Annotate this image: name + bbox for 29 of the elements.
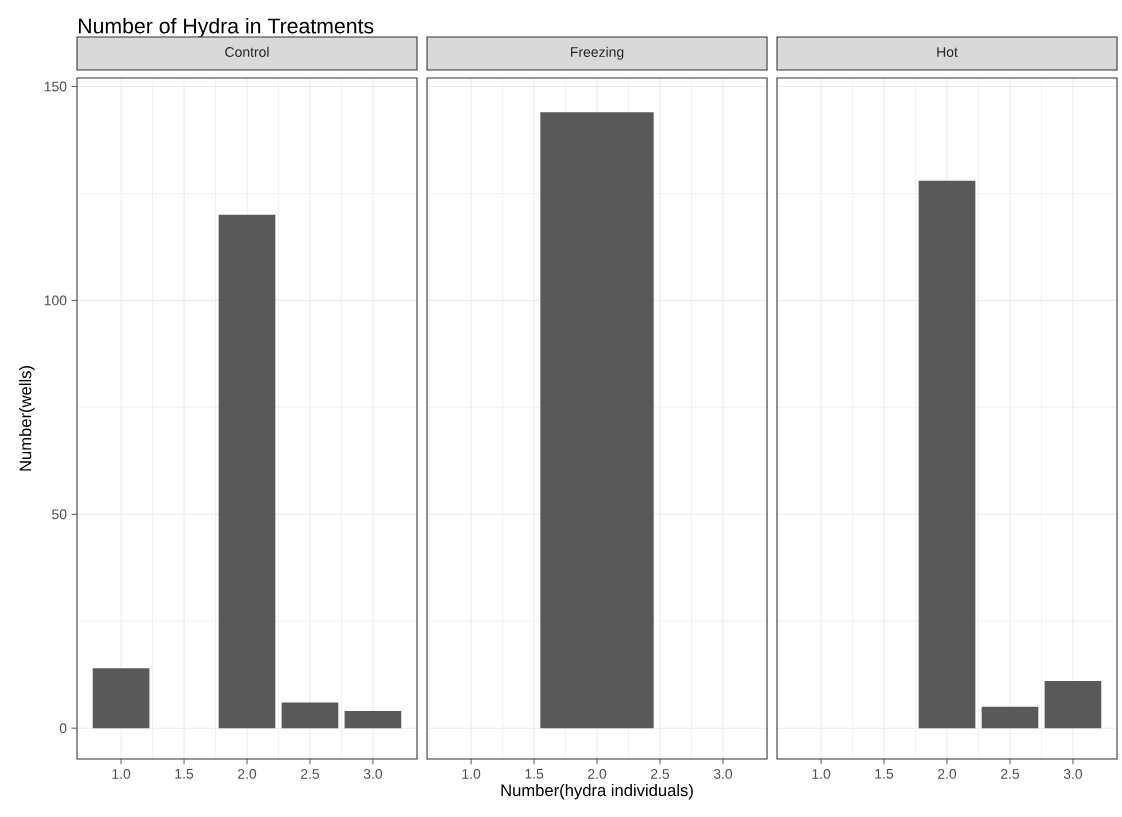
x-tick-label: 2.0 [238,768,257,779]
x-tick-label: 1.0 [112,768,131,779]
x-tick-label: 2.5 [300,768,320,779]
bar [92,668,150,729]
bar [344,711,402,729]
x-tick-label: 1.5 [875,768,894,779]
y-axis-title: Number(wells) [19,366,35,471]
x-tick-label: 3.0 [1063,768,1083,779]
chart-title: Number of Hydra in Treatments [79,17,374,38]
y-tick-label: 0 [59,723,67,734]
x-axis-title: Number(hydra individuals) [501,783,693,800]
y-tick-label: 100 [44,295,67,306]
x-tick-label: 2.5 [651,768,670,779]
x-tick-label: 2.0 [588,768,607,779]
bar [218,214,276,729]
x-tick-label: 1.0 [812,768,831,779]
y-tick-label: 50 [52,509,67,520]
chart-subtitle: Control [225,46,269,57]
x-tick-label: 1.5 [525,768,544,779]
x-tick-label: 3.0 [713,768,733,779]
x-tick-label: 1.0 [462,768,481,779]
x-tick-label: 2.0 [938,768,957,779]
y-tick-label: 150 [44,81,67,92]
chart-subtitle: Freezing [571,46,624,60]
chart-subtitle: Hot [937,47,958,57]
x-tick-label: 2.5 [1000,768,1020,779]
x-tick-label: 1.5 [175,768,194,779]
bar [281,702,339,729]
x-tick-label: 3.0 [363,768,383,779]
